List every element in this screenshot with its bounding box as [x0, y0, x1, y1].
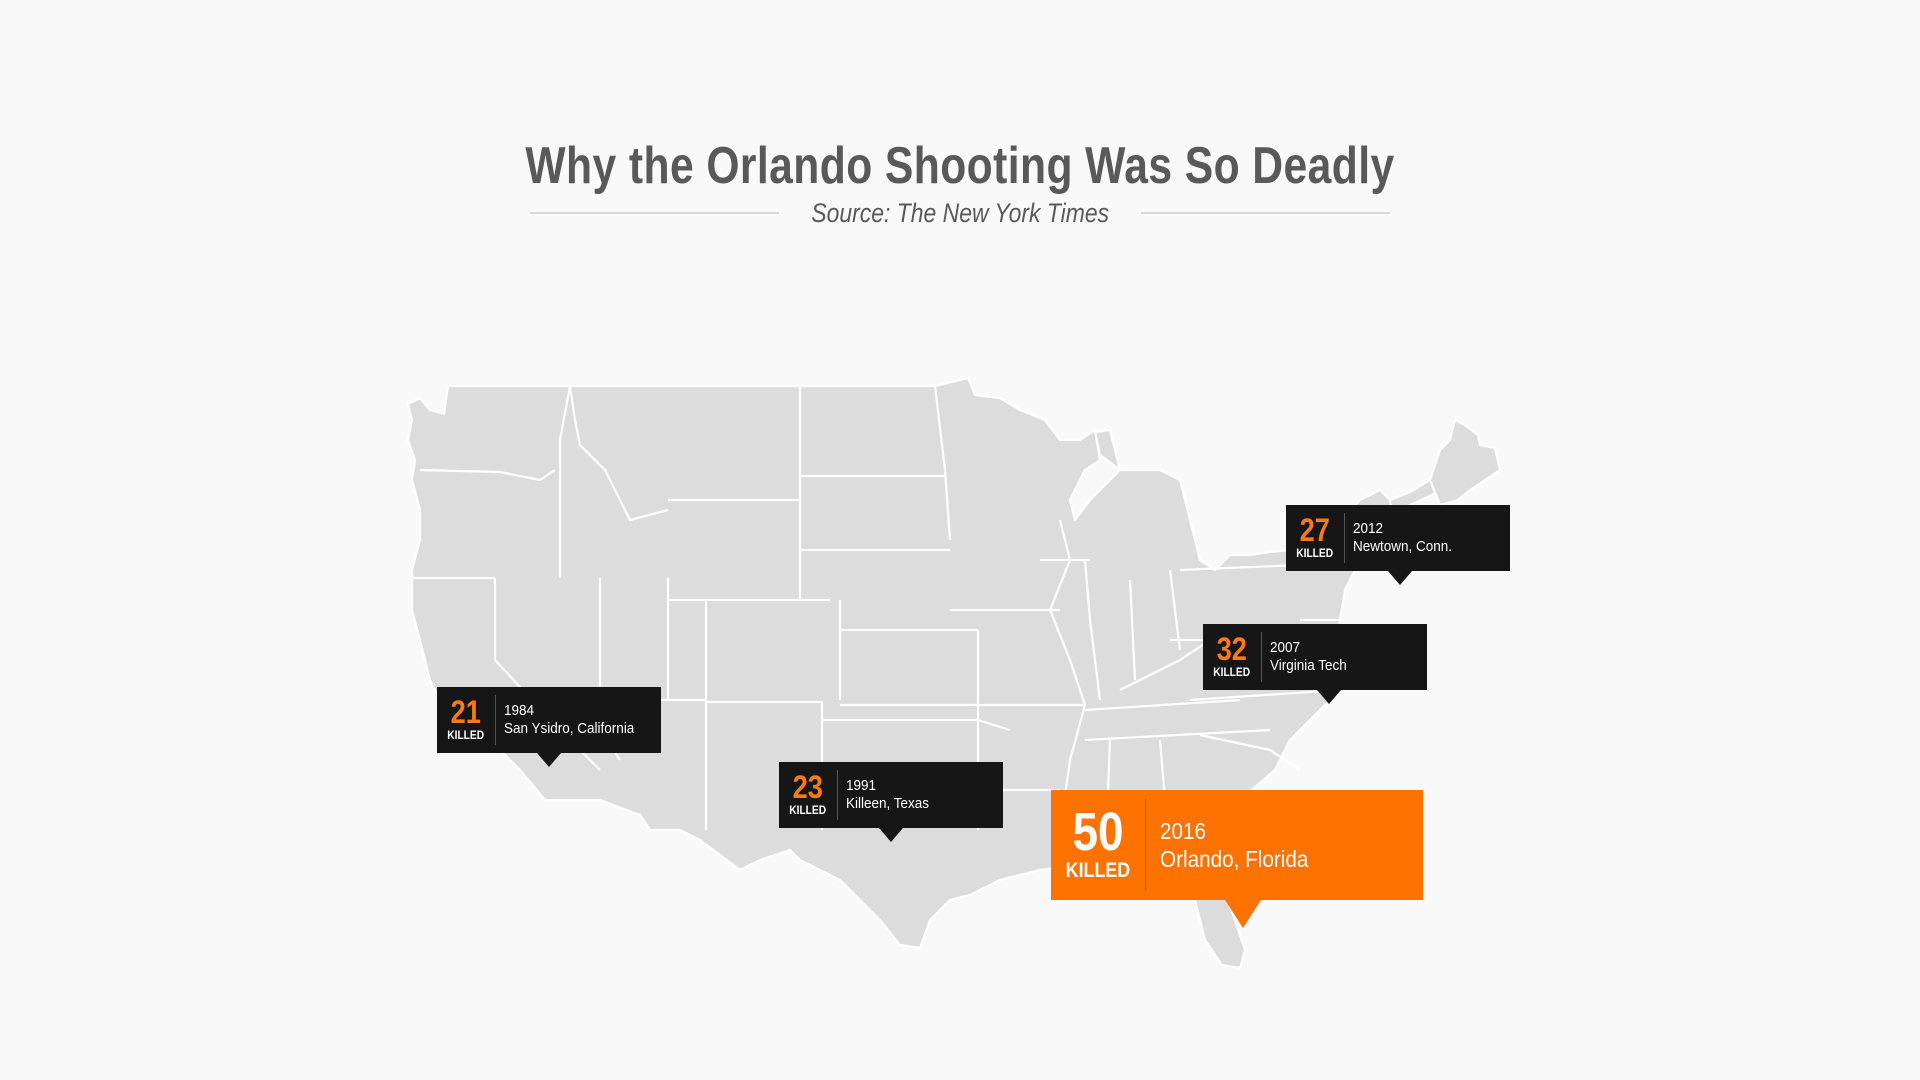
event-info: 1991 Killeen, Texas	[838, 777, 938, 813]
callout-pointer	[1317, 690, 1341, 704]
callout-pointer	[537, 753, 561, 767]
event-year: 2012	[1353, 520, 1384, 537]
source-line: Source: The New York Times	[530, 196, 1390, 230]
event-info: 1984 San Ysidro, California	[496, 702, 649, 738]
page-title: Why the Orlando Shooting Was So Deadly	[525, 137, 1395, 195]
border-wa-or	[419, 468, 556, 482]
death-count: 23	[792, 769, 824, 805]
death-count: 32	[1216, 631, 1248, 667]
event-place: San Ysidro, California	[504, 720, 635, 737]
count-block: 23 KILLED	[779, 762, 837, 828]
border-tn-south	[1084, 728, 1271, 742]
killed-label: KILLED	[1296, 546, 1334, 560]
divider	[837, 770, 838, 820]
divider	[1145, 799, 1146, 891]
death-count: 27	[1299, 512, 1331, 548]
event-info: 2016 Orlando, Florida	[1146, 817, 1325, 873]
event-place: Killeen, Texas	[846, 795, 930, 812]
event-place: Newtown, Conn.	[1353, 538, 1453, 555]
killed-label: KILLED	[1213, 665, 1251, 679]
count-block: 50 KILLED	[1051, 790, 1145, 900]
border-va-nc	[1189, 688, 1341, 702]
killed-label: KILLED	[789, 803, 827, 817]
death-count: 21	[450, 694, 482, 730]
divider	[1344, 513, 1345, 563]
divider	[495, 695, 496, 745]
callout-newtown: 27 KILLED 2012 Newtown, Conn.	[1286, 505, 1510, 585]
border-mn-west	[933, 385, 952, 541]
event-info: 2012 Newtown, Conn.	[1345, 520, 1463, 556]
callout-orlando: 50 KILLED 2016 Orlando, Florida	[1051, 790, 1423, 928]
callout-virginia-tech: 32 KILLED 2007 Virginia Tech	[1203, 624, 1427, 704]
border-in-oh	[1128, 579, 1137, 681]
border-id-mt	[568, 385, 669, 522]
divider	[1261, 632, 1262, 682]
event-place: Orlando, Florida	[1160, 846, 1309, 872]
source-label: Source: The New York Times	[811, 197, 1109, 228]
killed-label: KILLED	[1065, 859, 1131, 882]
killed-label: KILLED	[447, 728, 485, 742]
event-year: 2016	[1160, 818, 1207, 844]
border-ky-tn	[1084, 698, 1241, 712]
count-block: 27 KILLED	[1286, 505, 1344, 571]
event-year: 2007	[1270, 639, 1301, 656]
count-block: 32 KILLED	[1203, 624, 1261, 690]
border-oh-ky	[1119, 639, 1211, 691]
left-rule	[530, 212, 779, 214]
border-oh-pa	[1168, 569, 1182, 651]
callout-pointer	[1388, 571, 1412, 585]
event-info: 2007 Virginia Tech	[1262, 639, 1355, 675]
maine	[1428, 418, 1502, 507]
event-place: Virginia Tech	[1270, 657, 1347, 674]
right-rule	[1141, 212, 1390, 214]
callout-san-ysidro: 21 KILLED 1984 San Ysidro, California	[437, 687, 661, 767]
border-il-in	[1083, 559, 1102, 701]
border-id-east	[558, 385, 572, 578]
callout-killeen: 23 KILLED 1991 Killeen, Texas	[779, 762, 1003, 842]
callout-pointer	[879, 828, 903, 842]
border-nc-sc	[1199, 733, 1301, 771]
event-year: 1984	[504, 702, 535, 719]
callout-pointer	[1225, 900, 1261, 928]
death-count: 50	[1072, 802, 1124, 862]
count-block: 21 KILLED	[437, 687, 495, 753]
event-year: 1991	[846, 777, 877, 794]
